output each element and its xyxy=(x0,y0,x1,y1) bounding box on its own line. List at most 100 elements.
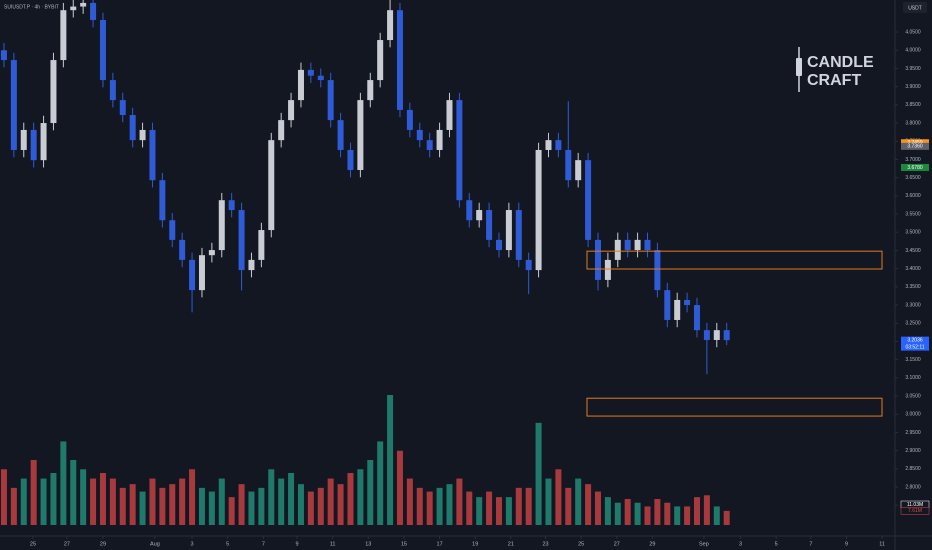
volume-bar xyxy=(90,478,97,525)
volume-bar xyxy=(228,497,235,525)
candle-body xyxy=(585,160,592,240)
volume-bar xyxy=(248,491,255,525)
volume-bar xyxy=(198,487,205,525)
volume-bar xyxy=(357,469,364,525)
candle-body xyxy=(99,20,106,81)
y-tick-label: 3.2500 xyxy=(905,321,921,327)
volume-bar xyxy=(535,422,542,525)
y-tick-label: 3.8000 xyxy=(905,120,921,126)
candle-body xyxy=(238,210,245,271)
candle-body xyxy=(486,210,493,240)
candle-body xyxy=(456,100,463,201)
candle-body xyxy=(327,80,334,121)
y-tick-label: 3.5500 xyxy=(905,211,921,217)
volume-bar xyxy=(486,491,493,525)
candle-body xyxy=(693,305,700,331)
candle-body xyxy=(674,299,681,320)
volume-bar xyxy=(218,478,225,525)
volume-bar xyxy=(723,510,730,525)
price-label: 3.7360 xyxy=(907,144,923,150)
candle-body xyxy=(30,129,37,161)
candle-body xyxy=(505,210,512,251)
x-tick-label: 11 xyxy=(330,541,336,547)
candle-body xyxy=(426,140,433,150)
y-tick-label: 3.0500 xyxy=(905,393,921,399)
volume-bar xyxy=(179,478,186,525)
candle-body xyxy=(387,10,394,41)
candle-body xyxy=(90,2,97,21)
candle-body xyxy=(139,129,146,141)
watermark-text: CRAFT xyxy=(807,72,861,89)
candle-body xyxy=(654,250,661,291)
volume-bar xyxy=(515,487,522,525)
x-tick-label: 3 xyxy=(191,541,194,547)
supply-demand-zone xyxy=(586,250,883,270)
volume-bar xyxy=(50,473,57,525)
volume-bar xyxy=(456,478,463,525)
volume-bar xyxy=(327,478,334,525)
candle-body xyxy=(357,100,364,170)
candle-body xyxy=(367,80,374,101)
volume-bar xyxy=(288,473,295,525)
candle-body xyxy=(466,200,473,221)
x-tick-label: 7 xyxy=(809,541,812,547)
candle-body xyxy=(476,210,483,221)
volume-label: 7.61M xyxy=(908,508,922,514)
price-label-box xyxy=(901,139,929,147)
candle-body xyxy=(169,220,176,240)
x-tick-label: 25 xyxy=(578,541,584,547)
candle-body xyxy=(119,100,126,116)
volume-bar xyxy=(129,484,136,525)
volume-bar xyxy=(149,478,156,525)
candle-body xyxy=(396,10,403,110)
volume-bar xyxy=(684,506,691,525)
candle-body xyxy=(268,140,275,231)
candle-body xyxy=(525,259,532,271)
candle-body xyxy=(495,239,502,251)
candle-body xyxy=(634,239,641,251)
volume-bar xyxy=(30,460,37,525)
volume-bar xyxy=(436,487,443,525)
candle-body xyxy=(703,330,710,340)
volume-bar xyxy=(505,497,512,525)
candle-body xyxy=(377,40,384,81)
y-tick-label: 3.7000 xyxy=(905,157,921,163)
volume-bar xyxy=(594,491,601,525)
volume-bar xyxy=(307,491,314,525)
volume-label-box xyxy=(900,507,930,515)
candle-body xyxy=(50,60,57,124)
x-tick-label: 3 xyxy=(739,541,742,547)
volume-bar xyxy=(317,487,324,525)
y-tick-label: 2.8000 xyxy=(905,484,921,490)
x-tick-label: 17 xyxy=(437,541,443,547)
x-tick-label: 9 xyxy=(295,541,298,547)
volume-bar xyxy=(416,487,423,525)
candle-body xyxy=(604,259,611,280)
candle-body xyxy=(20,129,27,150)
x-tick-label: 23 xyxy=(542,541,548,547)
volume-bar xyxy=(466,491,473,525)
candle-body xyxy=(535,149,542,271)
candle-body xyxy=(278,120,285,141)
y-tick-label: 3.1500 xyxy=(905,357,921,363)
volume-bar xyxy=(674,506,681,525)
y-tick-label: 4.0500 xyxy=(905,29,921,35)
volume-bar xyxy=(426,491,433,525)
volume-bar xyxy=(268,469,275,525)
volume-bar xyxy=(387,395,394,525)
candle-body xyxy=(347,149,354,170)
x-tick-label: 27 xyxy=(64,541,70,547)
candle-body xyxy=(218,200,225,251)
volume-bar xyxy=(238,484,245,525)
candle-body xyxy=(80,2,87,7)
candle-body xyxy=(288,100,295,121)
countdown-label: 03:52:11 xyxy=(905,344,924,350)
y-tick-label: 2.9000 xyxy=(905,448,921,454)
x-tick-label: 15 xyxy=(401,541,407,547)
candle-body xyxy=(624,239,631,251)
candle-body xyxy=(614,239,621,260)
volume-bar xyxy=(713,506,720,525)
candle-body xyxy=(208,250,215,256)
